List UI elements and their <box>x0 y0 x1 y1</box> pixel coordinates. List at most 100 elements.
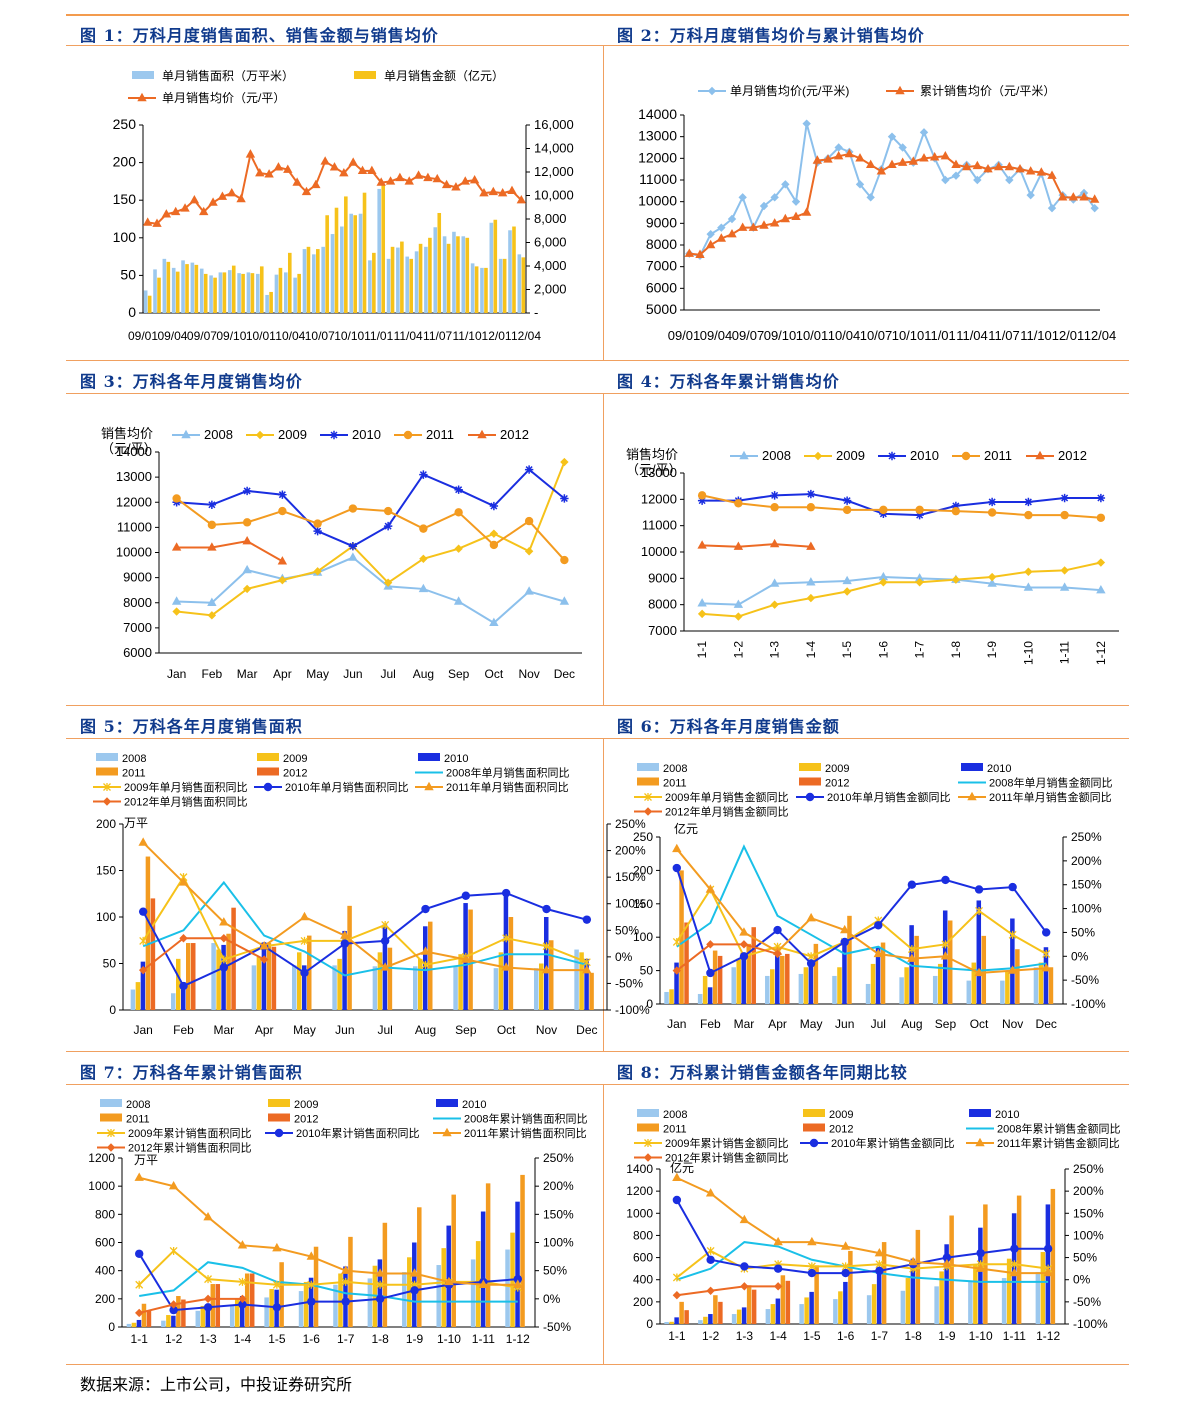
amount-bar <box>474 266 479 313</box>
series-triangle-point <box>1068 192 1079 201</box>
legend-swatch-marker <box>975 1137 985 1147</box>
top-rule <box>66 14 1129 16</box>
series-2010-point <box>560 494 569 503</box>
area-bar <box>312 254 316 313</box>
series-2008-point <box>559 596 570 605</box>
bar-2011 <box>813 943 819 1004</box>
series-2008-point <box>418 583 429 593</box>
bar-2008 <box>664 991 669 1004</box>
x-tick-label: 1-11 <box>1058 641 1072 664</box>
bar-2009 <box>234 1298 240 1327</box>
x-tick-label: Jun <box>335 1023 354 1037</box>
series-2011-line <box>176 497 566 561</box>
price-point <box>339 167 349 177</box>
x-tick-label: 10/10 <box>892 328 925 343</box>
column-divider <box>603 738 604 1051</box>
x-tick-label: 10/10 <box>334 329 364 343</box>
bar-2008 <box>436 1265 441 1327</box>
series-triangle-point <box>972 160 983 170</box>
legend-amount-swatch <box>354 71 376 79</box>
y-tick-label: 1000 <box>626 1206 653 1220</box>
yoy-2009年单月销售金额同比-point <box>807 952 816 961</box>
y2-tick-label: 200% <box>1073 1184 1104 1198</box>
series-triangle-point <box>737 222 748 231</box>
chart-figure-7: 0 200 400 600 800 1000 1200 -50% 0% 50% 100% 150% 20… <box>88 1099 587 1346</box>
amount-bar <box>390 246 395 313</box>
yoy-2010年累计销售金额同比-point <box>1043 1244 1053 1253</box>
yoy-2010年单月销售金额同比-point <box>1042 928 1051 937</box>
bar-2011 <box>141 1303 147 1327</box>
bar-2008 <box>333 1284 338 1327</box>
yoy-2011年单月销售金额同比-point <box>1041 963 1051 972</box>
x-tick-label: 1-3 <box>199 1332 217 1346</box>
legend-label-2008: 2008 <box>762 448 791 463</box>
bar-2011 <box>428 921 433 1010</box>
amount-bar <box>381 185 386 313</box>
y-tick-label: 150 <box>96 864 116 878</box>
rule <box>66 738 1129 739</box>
series-2008-point <box>348 552 358 561</box>
x-tick-label: 1-9 <box>406 1332 424 1346</box>
yoy-2010年单月销售金额同比-point <box>907 880 917 889</box>
bar-2008 <box>697 993 703 1004</box>
series-triangle-point <box>1025 166 1036 175</box>
x-tick-label: 1-10 <box>969 1329 993 1343</box>
yoy-2009年单月销售面积同比-point <box>300 936 309 945</box>
bar-2009 <box>579 952 584 1010</box>
unit-label: 亿元 <box>674 821 698 836</box>
bar-2012 <box>751 1289 757 1324</box>
series-2009-point <box>987 572 997 582</box>
series-2009-point <box>1096 558 1106 567</box>
yoy-2012年单月销售金额同比-point <box>706 940 715 949</box>
y-tick-label: 0 <box>108 1320 115 1334</box>
y2-tick-label: 250% <box>615 817 646 831</box>
x-tick-label: 1-3 <box>736 1329 754 1343</box>
legend-swatch-2010-marker <box>329 430 339 440</box>
legend-label: 2008 <box>122 753 146 765</box>
legend-label-2011: 2011 <box>426 427 454 442</box>
series-2010-point <box>987 497 997 507</box>
yoy-2009年累计销售面积同比-point <box>135 1280 144 1289</box>
legend-label: 2009 <box>294 1099 318 1111</box>
amount-bar <box>428 237 432 313</box>
legend-label: 2010年累计销售面积同比 <box>296 1126 419 1140</box>
legend-label-2008: 2008 <box>204 427 233 442</box>
price-point <box>441 179 452 189</box>
series-triangle-point <box>865 159 876 169</box>
column-divider <box>603 45 604 360</box>
legend-swatch-2009-marker <box>813 451 823 461</box>
bar-2011 <box>1015 949 1020 1004</box>
bar-2008 <box>798 973 804 1004</box>
bar-2012 <box>249 1273 255 1327</box>
x-tick-label: Jan <box>667 1017 686 1031</box>
x-tick-label: 12/04 <box>1084 328 1117 343</box>
legend-label: 2011年单月销售金额同比 <box>989 790 1112 804</box>
bar-2011 <box>679 870 684 1004</box>
x-tick-label: Feb <box>173 1023 194 1037</box>
series-triangle-line <box>689 152 1095 256</box>
amount-bar <box>418 243 423 313</box>
y-tick-label: 8000 <box>123 595 152 610</box>
x-tick-label: Dec <box>1036 1017 1057 1031</box>
chart-figure-4: 7000 8000 9000 10000 11000 12000 13000 1-1 1-2 1-… <box>626 447 1119 665</box>
yoy-2011年累计销售面积同比-point <box>237 1240 248 1249</box>
series-2008-point <box>453 596 464 605</box>
y2-tick-label: -100% <box>1071 997 1106 1011</box>
amount-bar <box>297 273 301 313</box>
x-tick-label: Aug <box>415 1023 436 1037</box>
bar-2009 <box>804 1297 809 1324</box>
series-2010-point <box>524 465 534 474</box>
x-tick-label: 1-7 <box>871 1329 889 1343</box>
y2-tick-label: 0% <box>615 950 633 964</box>
bar-2010 <box>1010 918 1015 1004</box>
yoy-2008年单月销售面积同比-line <box>142 880 588 977</box>
bar-2012 <box>718 1301 723 1324</box>
bar-2011 <box>210 1284 216 1327</box>
series-diamond-point <box>855 180 865 189</box>
y-tick-label: 0 <box>646 1317 653 1331</box>
y-tick-label: 50 <box>640 964 654 978</box>
y-tick-label: 100 <box>633 930 653 944</box>
yoy-2010年单月销售面积同比-point <box>340 939 350 948</box>
bar-2009 <box>441 1248 446 1327</box>
yoy-2011年单月销售金额同比-point <box>1007 965 1018 974</box>
